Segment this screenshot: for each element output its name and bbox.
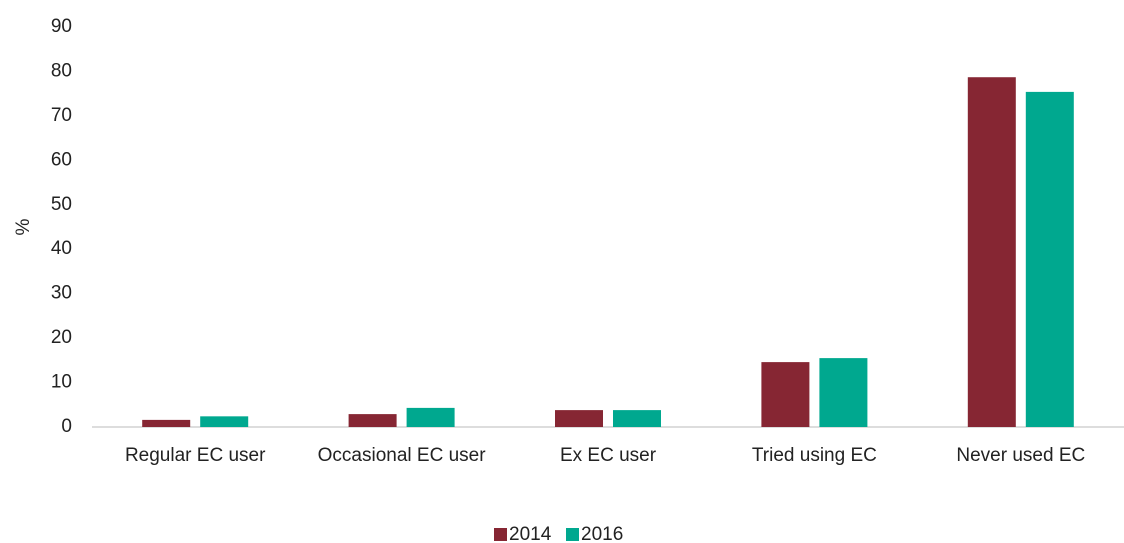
bar: [142, 419, 191, 427]
y-tick-label: 90: [51, 16, 72, 37]
legend-label: 2016: [581, 524, 623, 543]
y-tick-label: 10: [51, 372, 72, 393]
bar: [613, 410, 661, 427]
y-tick-label: 40: [51, 238, 72, 259]
y-tick-label: 20: [51, 327, 72, 348]
x-tick-label: Regular EC user: [124, 445, 266, 466]
x-tick-label: Tried using EC: [751, 445, 877, 466]
y-tick-label: 0: [61, 416, 72, 437]
y-tick-label: 60: [51, 149, 72, 170]
y-tick-label: 70: [51, 105, 72, 126]
bar: [761, 362, 810, 427]
x-tick-label: Ex EC user: [559, 445, 657, 466]
x-tick-label: Never used EC: [956, 445, 1086, 466]
y-tick-label: 50: [51, 194, 72, 215]
bar: [348, 414, 397, 427]
bar: [200, 416, 249, 427]
x-tick-label: Occasional EC user: [317, 445, 486, 466]
bar: [555, 410, 603, 427]
bar: [967, 77, 1016, 427]
y-tick-label: 30: [51, 283, 72, 304]
bar: [1025, 91, 1074, 427]
legend-swatch: [494, 528, 507, 541]
y-axis-label: %: [13, 218, 34, 235]
legend-swatch: [566, 528, 579, 541]
bar: [406, 407, 455, 427]
legend-label: 2014: [509, 524, 552, 543]
y-tick-label: 80: [51, 60, 72, 81]
bar: [819, 358, 868, 427]
